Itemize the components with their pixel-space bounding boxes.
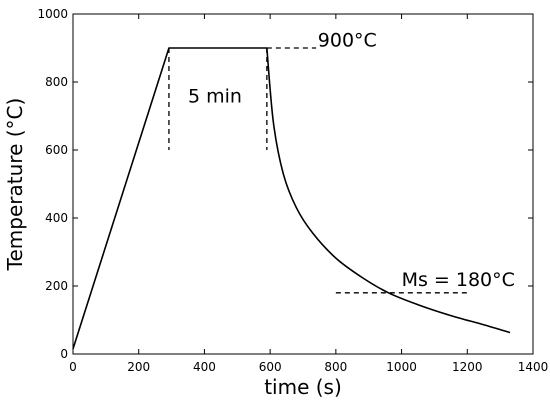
y-tick-label: 800 (45, 75, 68, 89)
temperature-curve (72, 47, 511, 350)
annotation-label: 5 min (188, 85, 242, 107)
plot-frame (72, 13, 534, 355)
y-axis-label: Temperature (°C) (3, 98, 27, 272)
annotation-label: 900°C (318, 29, 377, 51)
x-tick-label: 600 (259, 360, 282, 374)
reference-lines (168, 47, 471, 294)
y-tick-label: 400 (45, 211, 68, 225)
tick-labels: 0 200 400 600 800 1000 1200 1400 0 200 400 600 800 10… (37, 7, 548, 374)
y-tick-label: 600 (45, 143, 68, 157)
annotations: 900°C 5 min Ms = 180°C (188, 29, 515, 291)
x-tick-label: 200 (127, 360, 150, 374)
y-tick-label: 1000 (37, 7, 68, 21)
annotation-label: Ms = 180°C (402, 269, 515, 291)
y-tick-label: 200 (45, 279, 68, 293)
tick-marks (72, 13, 534, 355)
series-group (72, 47, 511, 350)
y-tick-label: 0 (60, 347, 68, 361)
x-tick-label: 1400 (518, 360, 549, 374)
x-axis-label: time (s) (264, 375, 342, 399)
x-tick-label: 1000 (386, 360, 417, 374)
x-tick-label: 0 (69, 360, 77, 374)
x-tick-label: 1200 (452, 360, 483, 374)
x-tick-label: 400 (193, 360, 216, 374)
x-tick-label: 800 (324, 360, 347, 374)
